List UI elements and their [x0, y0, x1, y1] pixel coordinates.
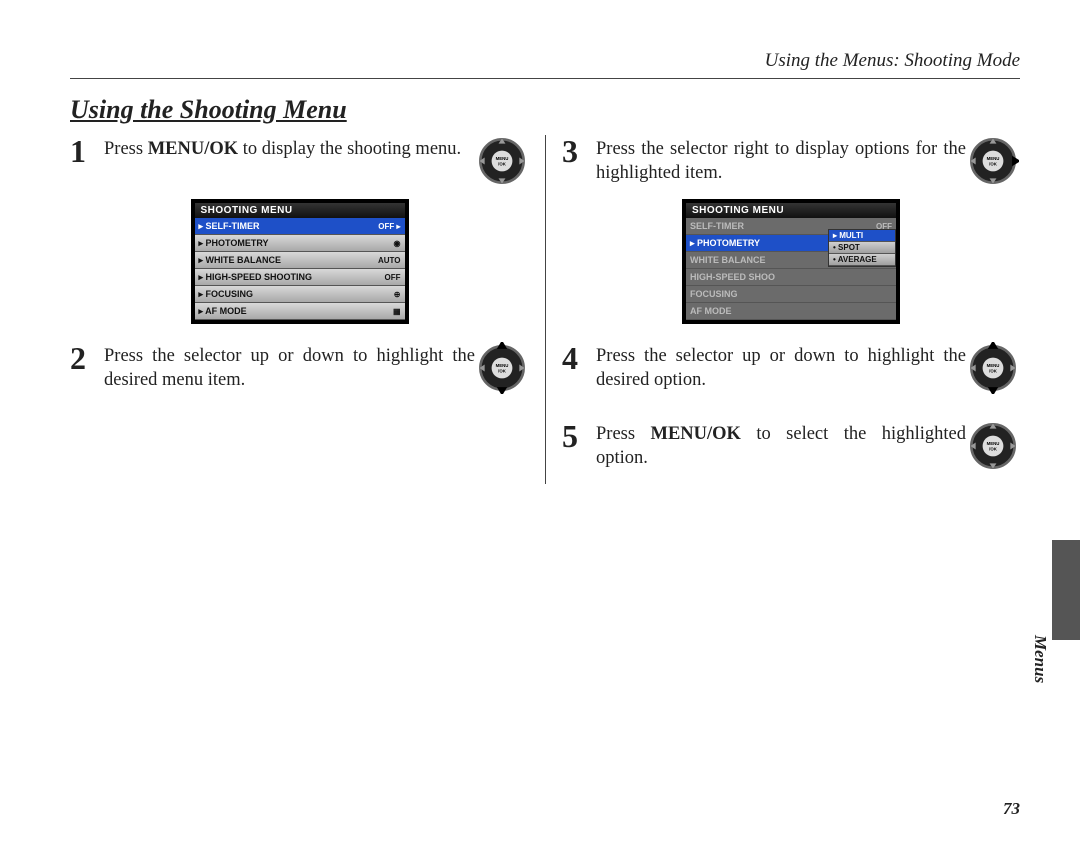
step-1-pre: Press: [104, 139, 148, 159]
svg-text:/OK: /OK: [989, 368, 998, 373]
step-4-text: Press the selector up or down to highlig…: [596, 342, 966, 392]
step-5-number: 5: [562, 420, 590, 452]
svg-text:MENU: MENU: [987, 363, 1000, 368]
lcd-row: ▸ AF MODE▦: [195, 303, 405, 320]
step-2-text: Press the selector up or down to highlig…: [104, 342, 475, 392]
svg-text:/OK: /OK: [989, 446, 998, 451]
step-3: 3 Press the selector right to display op…: [562, 135, 1020, 187]
lcd-row: ▸ WHITE BALANCEAUTO: [195, 252, 405, 269]
lcd-row: ▸ PHOTOMETRY◉: [195, 235, 405, 252]
dial-icon-menuok: MENU /OK: [475, 135, 529, 187]
svg-text:MENU: MENU: [987, 441, 1000, 446]
lcd-option: • SPOT: [829, 242, 895, 254]
lcd-row: HIGH-SPEED SHOO: [686, 269, 896, 286]
dial-icon-updown: MENU /OK: [475, 342, 529, 394]
step-2-number: 2: [70, 342, 98, 374]
step-1-number: 1: [70, 135, 98, 167]
step-4: 4 Press the selector up or down to highl…: [562, 342, 1020, 394]
step-1-bold: MENU/OK: [148, 139, 238, 159]
dial-icon-right: MENU /OK: [966, 135, 1020, 187]
step-4-number: 4: [562, 342, 590, 374]
lcd1-title: SHOOTING MENU: [195, 203, 405, 218]
lcd-row: FOCUSING: [686, 286, 896, 303]
dial-icon-menuok-2: MENU /OK: [966, 420, 1020, 472]
step-1-post: to display the shoot­ing menu.: [238, 139, 461, 159]
lcd-screenshot-2: SHOOTING MENU SELF-TIMEROFF▸ PHOTOMETRYW…: [562, 199, 1020, 324]
lcd-screenshot-1: SHOOTING MENU ▸ SELF-TIMEROFF ▸▸ PHOTOME…: [70, 199, 529, 324]
running-header: Using the Menus: Shooting Mode: [70, 50, 1020, 72]
step-3-text: Press the selector right to display opti…: [596, 135, 966, 185]
step-1: 1 Press MENU/OK to display the shoot­ing…: [70, 135, 529, 187]
left-column: 1 Press MENU/OK to display the shoot­ing…: [70, 135, 545, 484]
right-column: 3 Press the selector right to display op…: [545, 135, 1020, 484]
svg-text:MENU: MENU: [987, 156, 1000, 161]
step-5-pre: Press: [596, 424, 650, 444]
lcd2-options-panel: ▸ MULTI• SPOT• AVERAGE: [828, 229, 896, 267]
side-label: Menus: [1030, 635, 1050, 683]
section-title: Using the Shooting Menu: [70, 95, 1020, 125]
lcd2-title: SHOOTING MENU: [686, 203, 896, 218]
svg-text:/OK: /OK: [498, 161, 507, 166]
page-number: 73: [1003, 799, 1020, 819]
step-5-bold: MENU/OK: [650, 424, 740, 444]
svg-text:MENU: MENU: [496, 363, 509, 368]
lcd-option: • AVERAGE: [829, 254, 895, 266]
lcd-option: ▸ MULTI: [829, 230, 895, 242]
top-rule: [70, 78, 1020, 79]
dial-icon-updown-2: MENU /OK: [966, 342, 1020, 394]
side-tab: [1052, 540, 1080, 640]
svg-text:MENU: MENU: [496, 156, 509, 161]
lcd-row: AF MODE: [686, 303, 896, 320]
lcd-row: ▸ HIGH-SPEED SHOOTINGOFF: [195, 269, 405, 286]
step-5-text: Press MENU/OK to select the high­lighted…: [596, 420, 966, 470]
lcd-row: ▸ FOCUSING⊕: [195, 286, 405, 303]
svg-text:/OK: /OK: [989, 161, 998, 166]
step-5: 5 Press MENU/OK to select the high­light…: [562, 420, 1020, 472]
svg-text:/OK: /OK: [498, 368, 507, 373]
step-2: 2 Press the selector up or down to highl…: [70, 342, 529, 394]
lcd-row: ▸ SELF-TIMEROFF ▸: [195, 218, 405, 235]
step-1-text: Press MENU/OK to display the shoot­ing m…: [104, 135, 475, 161]
step-3-number: 3: [562, 135, 590, 167]
